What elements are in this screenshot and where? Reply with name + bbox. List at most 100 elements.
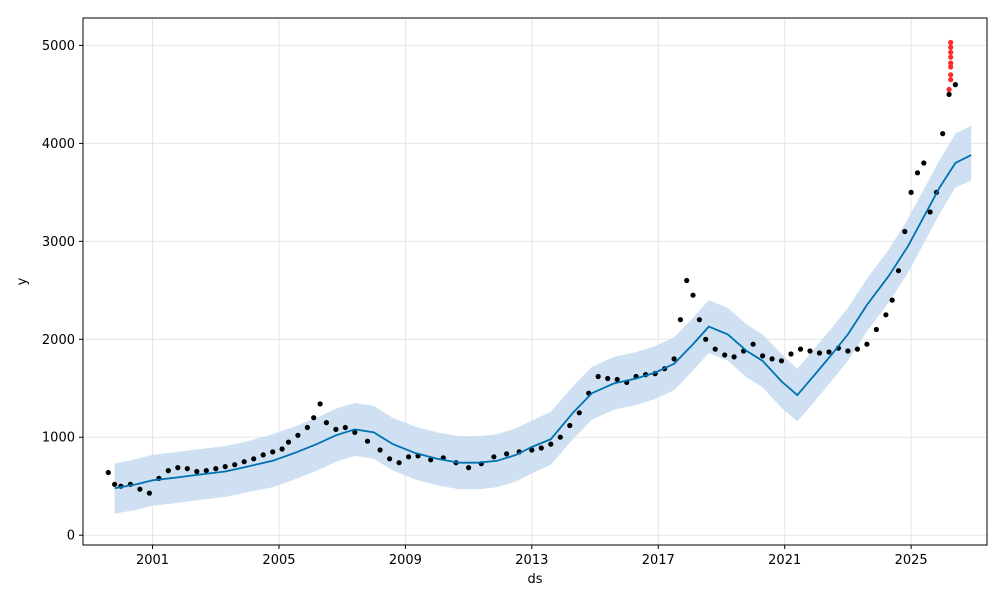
actual-point — [921, 160, 927, 166]
actual-point — [232, 462, 238, 468]
actual-point — [406, 454, 412, 460]
actual-point — [696, 317, 703, 323]
highlight-point — [948, 54, 954, 60]
actual-point — [317, 401, 323, 407]
actual-point — [323, 420, 329, 426]
highlight-point — [948, 49, 954, 55]
highlight-points — [946, 39, 954, 93]
actual-point — [137, 486, 143, 492]
actual-point — [260, 452, 266, 458]
x-tick-label: 2021 — [768, 553, 801, 568]
actual-point — [333, 426, 339, 432]
actual-point — [279, 446, 285, 452]
actual-point — [864, 341, 870, 347]
actual-point — [952, 82, 959, 88]
actual-point — [778, 358, 785, 364]
actual-point — [826, 349, 832, 355]
actual-point — [927, 209, 933, 215]
actual-point — [797, 346, 804, 352]
uncertainty-interval-band — [114, 125, 972, 514]
x-axis-title: ds — [527, 572, 542, 587]
actual-point — [112, 481, 118, 487]
highlight-point — [948, 77, 954, 83]
actual-point — [222, 464, 228, 470]
actual-point — [548, 441, 554, 447]
y-tick-label: 2000 — [42, 333, 75, 348]
plot-frame — [82, 17, 988, 546]
actual-point — [895, 268, 902, 274]
actual-point — [194, 468, 200, 475]
actual-point — [731, 354, 737, 360]
actual-point — [184, 466, 190, 472]
actual-point — [146, 490, 152, 496]
actual-point — [671, 356, 677, 362]
actual-point — [605, 375, 611, 382]
actual-point — [270, 449, 276, 455]
actual-point — [845, 348, 851, 354]
actual-point — [595, 373, 601, 380]
actual-point — [940, 131, 946, 137]
actual-point — [295, 432, 301, 438]
actual-point — [466, 465, 472, 471]
actual-point — [311, 415, 317, 421]
actual-point — [251, 456, 257, 462]
actual-point — [883, 312, 889, 318]
actual-point — [889, 297, 895, 303]
actual-points — [105, 82, 959, 496]
highlight-point — [948, 39, 954, 46]
actual-point — [213, 466, 219, 472]
y-tick-label: 1000 — [42, 431, 75, 446]
actual-point — [677, 317, 684, 323]
actual-point — [529, 447, 535, 453]
actual-point — [377, 447, 383, 453]
actual-point — [614, 376, 620, 383]
forecast-line-group — [114, 154, 972, 490]
actual-point — [769, 356, 775, 362]
x-tick-label: 2005 — [262, 553, 295, 568]
actual-point — [712, 346, 718, 352]
actual-point — [342, 424, 348, 431]
actual-point — [175, 465, 181, 471]
y-tick-label: 4000 — [42, 137, 75, 152]
actual-point — [428, 457, 434, 463]
x-axis-ticks: 2001 2005 2009 2013 2017 2021 2025 — [136, 545, 928, 568]
actual-point — [241, 459, 247, 465]
y-axis-ticks: 0 1000 2000 3000 4000 5000 — [42, 39, 83, 544]
x-tick-label: 2009 — [389, 553, 422, 568]
actual-point — [854, 346, 861, 352]
actual-point — [387, 456, 393, 462]
y-tick-label: 0 — [67, 529, 75, 544]
x-tick-label: 2013 — [515, 553, 548, 568]
actual-point — [684, 277, 690, 284]
actual-point — [703, 336, 709, 342]
actual-point — [165, 468, 171, 474]
uncertainty-interval — [114, 125, 972, 514]
x-tick-label: 2001 — [136, 553, 169, 568]
forecast-line — [114, 154, 972, 490]
x-tick-label: 2017 — [642, 553, 675, 568]
highlight-point — [948, 64, 954, 70]
actual-point — [538, 445, 544, 451]
actual-point — [873, 326, 880, 333]
actual-point — [285, 439, 292, 445]
y-tick-label: 3000 — [42, 235, 75, 250]
highlight-point — [948, 60, 954, 66]
actual-point — [946, 91, 952, 97]
actual-point — [914, 170, 921, 176]
actual-point — [203, 468, 209, 474]
actual-point — [908, 189, 914, 195]
actual-point — [816, 350, 823, 356]
actual-point — [576, 410, 582, 416]
y-tick-label: 5000 — [42, 39, 75, 54]
actual-point — [722, 352, 728, 358]
actual-point — [304, 424, 310, 431]
actual-point — [364, 438, 371, 444]
actual-point — [567, 422, 573, 429]
actual-point — [396, 460, 402, 466]
actual-point — [105, 469, 111, 476]
highlight-point — [946, 86, 952, 93]
actual-point — [760, 353, 766, 359]
highlight-point — [948, 72, 954, 78]
y-axis-title: y — [15, 277, 30, 285]
